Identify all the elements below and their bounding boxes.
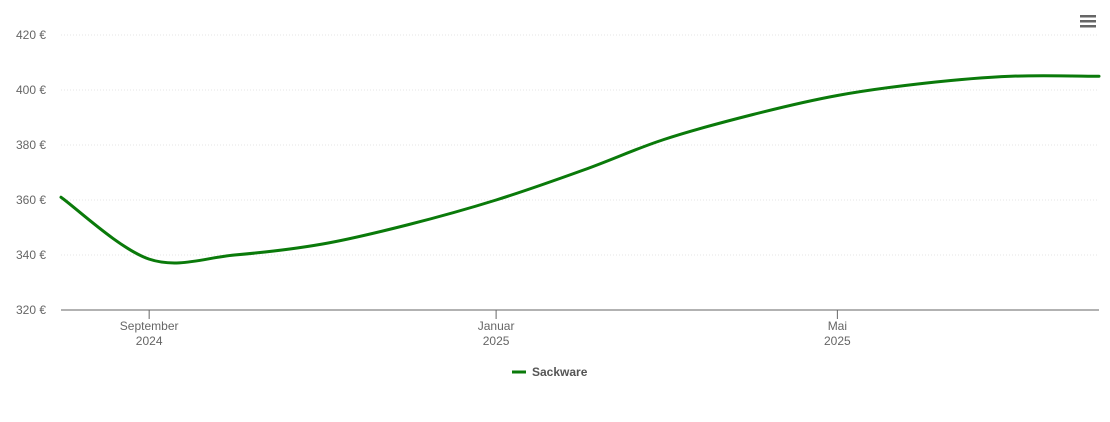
y-tick-label: 320 € — [16, 303, 46, 317]
x-tick-label-month: Januar — [478, 319, 515, 333]
x-tick-label-year: 2025 — [824, 334, 851, 348]
grid-lines — [61, 34, 1099, 256]
series-line-sackware[interactable] — [59, 74, 1101, 265]
legend[interactable]: Sackware — [512, 365, 588, 379]
y-tick-label: 380 € — [16, 138, 46, 152]
series-group — [59, 74, 1101, 265]
menu-button[interactable] — [1080, 15, 1096, 28]
y-tick-label: 360 € — [16, 193, 46, 207]
x-tick-label-year: 2024 — [136, 334, 163, 348]
x-tick-label-year: 2025 — [483, 334, 510, 348]
y-tick-label: 340 € — [16, 248, 46, 262]
x-tick-label-month: September — [120, 319, 179, 333]
y-tick-label: 420 € — [16, 28, 46, 42]
y-axis: 320 € 340 € 360 € 380 € 400 € 420 € — [16, 28, 46, 317]
hamburger-menu-icon — [1080, 15, 1096, 28]
legend-label: Sackware — [532, 365, 588, 379]
y-tick-label: 400 € — [16, 83, 46, 97]
x-tick-label-month: Mai — [828, 319, 847, 333]
